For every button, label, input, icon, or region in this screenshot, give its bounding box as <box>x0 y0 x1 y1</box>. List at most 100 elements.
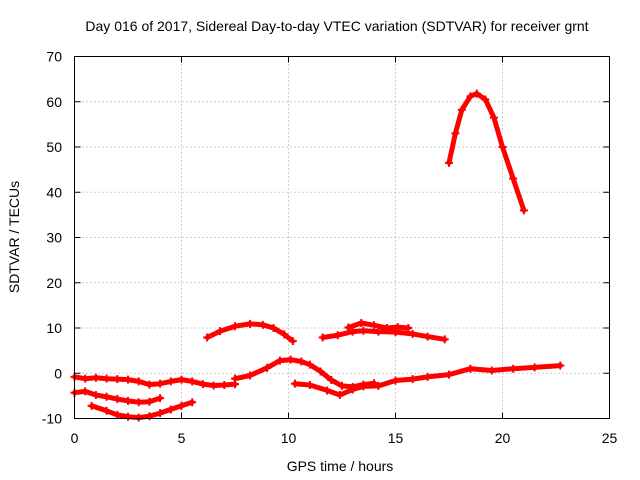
data-point <box>245 319 254 328</box>
data-point <box>348 385 357 394</box>
axis-ticks: 0 5 10 15 20 25 -10 0 10 20 30 40 50 60 70 <box>42 49 618 447</box>
data-point <box>357 319 366 328</box>
data-point <box>269 324 278 332</box>
data-point <box>220 381 229 390</box>
data-point <box>297 357 306 366</box>
data-point <box>102 392 111 401</box>
data-point <box>445 370 453 379</box>
data-point <box>81 387 90 396</box>
data-point <box>556 361 565 370</box>
data-point <box>466 92 475 101</box>
y-tick-label: 10 <box>46 320 62 336</box>
data-point <box>156 379 165 388</box>
y-tick-label: 50 <box>46 139 62 155</box>
x-tick-label: 25 <box>602 430 618 446</box>
data-point <box>280 330 289 339</box>
x-tick-label: 0 <box>71 430 79 446</box>
data-point <box>124 412 132 421</box>
data-point <box>440 335 449 344</box>
series-arc-8 <box>344 319 413 332</box>
data-point <box>305 381 314 390</box>
x-tick-label: 10 <box>281 430 297 446</box>
data-point <box>327 376 336 385</box>
data-point <box>457 105 466 114</box>
data-point <box>305 360 314 369</box>
data-point <box>87 401 96 410</box>
data-point <box>134 413 143 422</box>
data-point <box>134 398 143 407</box>
series-arc-7 <box>318 326 449 344</box>
data-point <box>359 326 368 335</box>
series-line <box>72 374 238 388</box>
data-point <box>231 322 239 331</box>
series-arc-4 <box>203 319 297 346</box>
grid <box>74 56 610 419</box>
data-point <box>275 356 284 365</box>
data-point <box>156 409 165 418</box>
data-point <box>472 89 481 98</box>
data-point <box>359 382 368 391</box>
data-point <box>245 371 254 380</box>
plot-area <box>70 89 565 422</box>
data-point <box>231 374 239 383</box>
data-point <box>348 327 357 336</box>
data-point <box>404 324 413 332</box>
data-point <box>509 174 518 183</box>
data-point <box>481 95 490 104</box>
data-point <box>408 329 417 338</box>
data-point <box>91 373 100 382</box>
data-point <box>216 327 225 336</box>
data-point <box>177 375 186 384</box>
data-point <box>498 143 507 151</box>
data-point <box>487 366 496 375</box>
data-point <box>290 379 299 388</box>
series-arc-6 <box>290 361 565 399</box>
y-tick-label: 70 <box>46 49 62 65</box>
data-point <box>374 381 383 390</box>
data-point <box>423 332 432 341</box>
data-point <box>338 381 346 390</box>
data-point <box>530 363 539 372</box>
series-line <box>446 91 527 213</box>
data-point <box>81 374 90 383</box>
data-point <box>489 113 498 122</box>
data-point <box>188 398 197 407</box>
data-point <box>198 380 207 389</box>
x-axis-label: GPS time / hours <box>287 458 394 474</box>
data-point <box>209 381 218 390</box>
data-point <box>145 397 154 406</box>
data-point <box>382 324 391 332</box>
data-point <box>370 321 379 330</box>
data-point <box>288 337 297 346</box>
data-point <box>393 323 402 332</box>
data-point <box>102 374 111 383</box>
data-point <box>263 363 272 372</box>
data-point <box>451 129 460 138</box>
data-point <box>335 390 344 399</box>
data-point <box>519 206 528 215</box>
data-point <box>102 406 111 415</box>
data-point <box>374 327 383 336</box>
data-point <box>145 380 154 389</box>
data-point <box>113 410 122 419</box>
data-point <box>466 364 475 373</box>
x-tick-label: 15 <box>388 430 404 446</box>
series-line <box>89 399 195 421</box>
data-point <box>445 158 453 167</box>
data-point <box>113 375 122 384</box>
data-point <box>203 333 212 342</box>
data-point <box>134 377 143 386</box>
series-arc-3 <box>87 398 197 422</box>
series-line <box>292 363 563 398</box>
series-arc-9 <box>445 89 528 215</box>
data-point <box>258 320 267 329</box>
x-tick-label: 5 <box>178 430 186 446</box>
data-point <box>318 333 327 342</box>
data-point <box>286 355 295 364</box>
data-point <box>344 323 353 332</box>
data-point <box>166 405 175 414</box>
x-tick-label: 20 <box>495 430 511 446</box>
data-point <box>156 394 165 403</box>
y-tick-label: 20 <box>46 275 62 291</box>
data-point <box>91 390 100 399</box>
